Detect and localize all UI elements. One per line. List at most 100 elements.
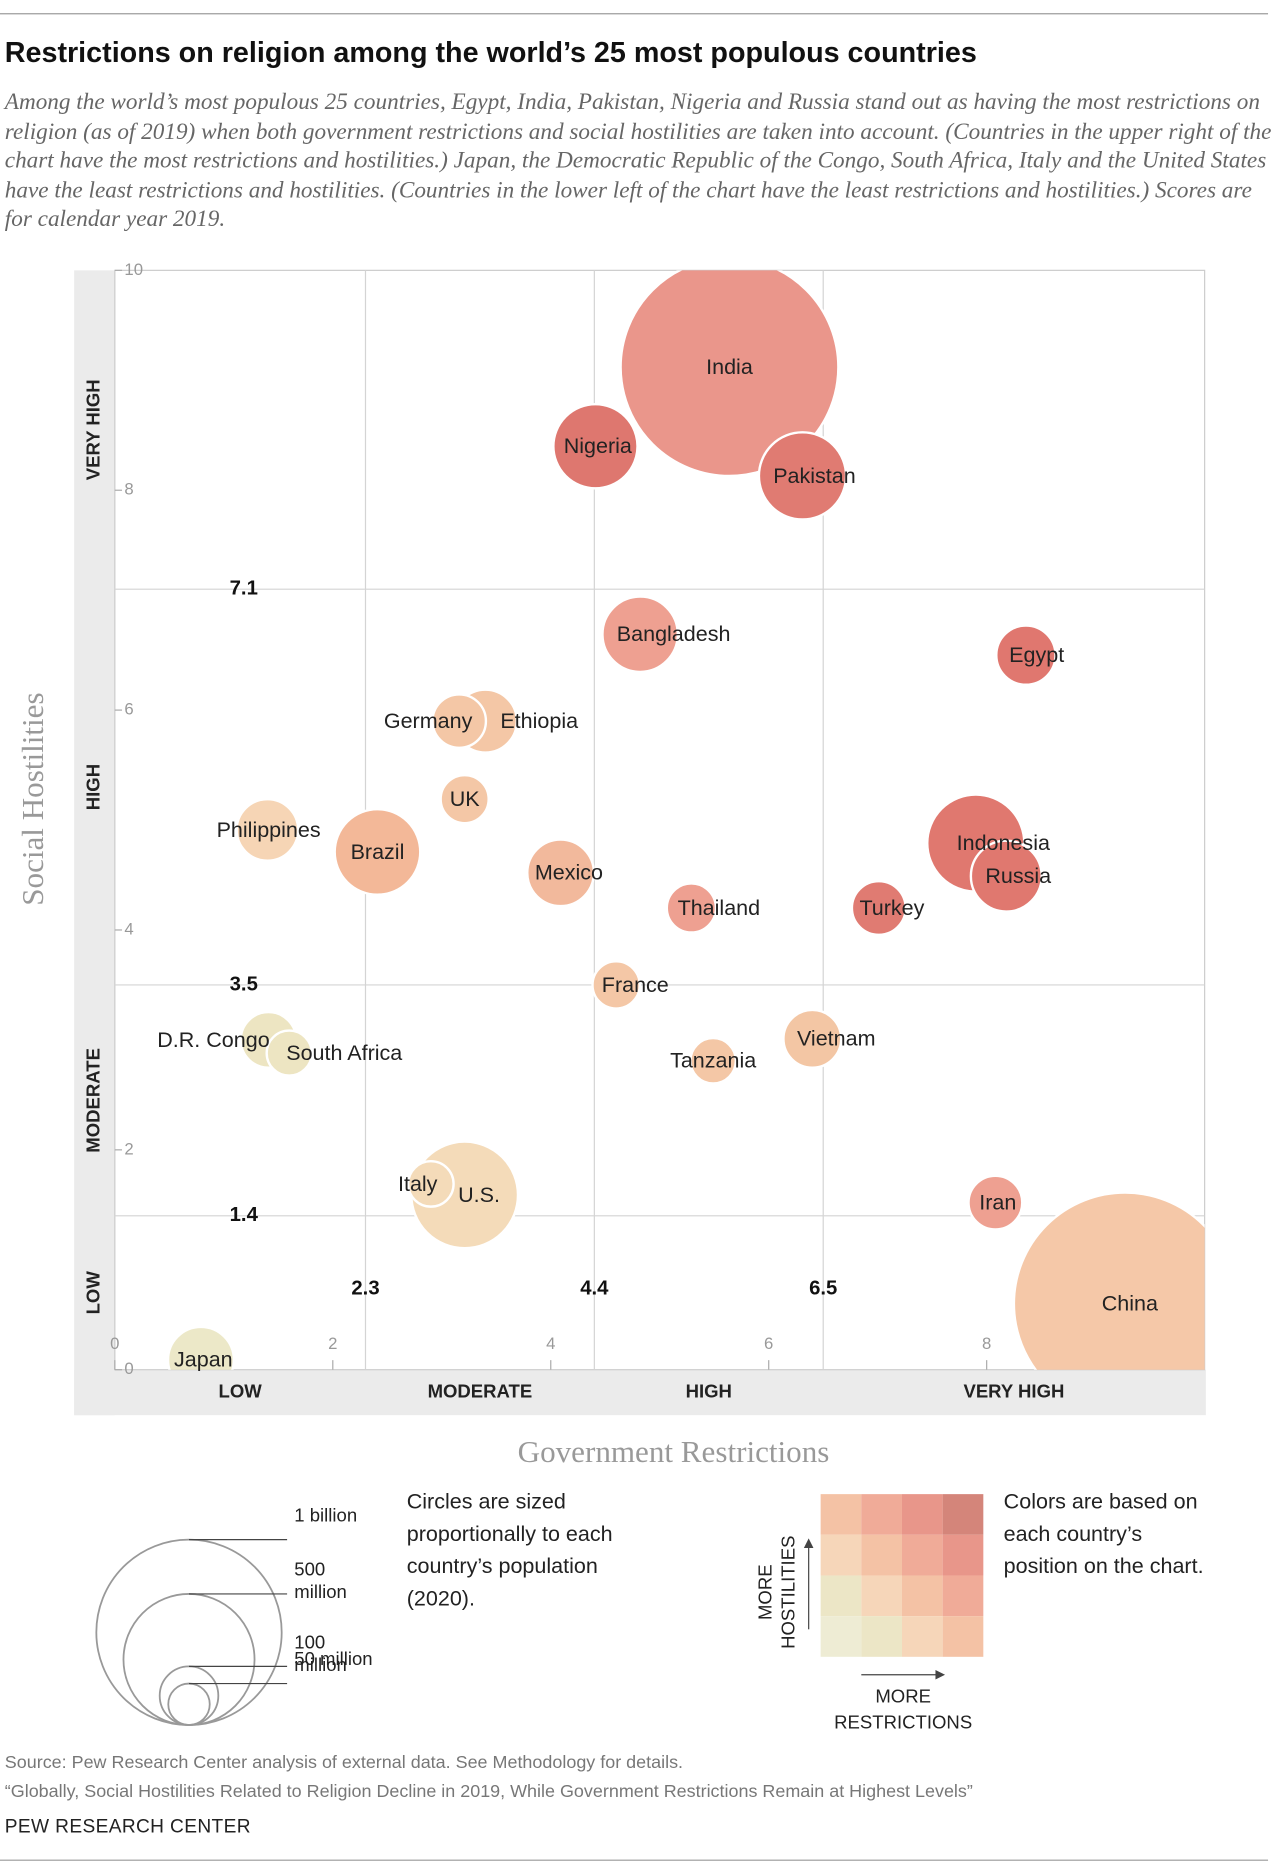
bubble-label: South Africa [286, 1041, 402, 1065]
bubble-label: India [706, 355, 753, 379]
arrow-head [935, 1669, 946, 1680]
bubble [969, 839, 1043, 913]
bubbles [166, 270, 1205, 1370]
color-cell [942, 1575, 984, 1617]
x-band-label: LOW [219, 1380, 263, 1401]
threshold-label: 1.4 [230, 1204, 259, 1226]
bubble-label: Egypt [1009, 643, 1064, 667]
bubble-label: Vietnam [797, 1027, 876, 1051]
bubble-label: U.S. [458, 1183, 500, 1207]
color-cell [901, 1534, 943, 1576]
bubble-label: Nigeria [564, 434, 632, 458]
bubble-label: Philippines [217, 818, 321, 842]
x-tick-label: 4 [546, 1334, 555, 1353]
color-cell [901, 1575, 943, 1617]
bubble-label: Tanzania [670, 1049, 756, 1073]
bubble-label: Japan [174, 1348, 233, 1372]
bubble [665, 882, 718, 934]
bubble-label: Russia [985, 864, 1051, 888]
y-band-label: LOW [82, 1271, 103, 1315]
color-cell [861, 1534, 902, 1576]
color-cell [820, 1494, 862, 1535]
color-legend-grid [820, 1494, 984, 1657]
color-cell [861, 1575, 902, 1617]
threshold-label: 4.4 [580, 1278, 609, 1300]
credit: PEW RESEARCH CENTER [4, 1817, 251, 1838]
bubble [439, 773, 490, 825]
size-legend [95, 1538, 288, 1726]
chart-title: Restrictions on religion among the world… [4, 37, 977, 70]
color-cell [901, 1616, 943, 1657]
color-cell [820, 1534, 862, 1576]
bubble [591, 960, 641, 1010]
bubble-label: UK [450, 787, 481, 811]
source: Source: Pew Research Center analysis of … [4, 1752, 684, 1773]
size-legend-circle [122, 1593, 256, 1726]
grid: 0 2 4 6 8 10 0 2 4 6 8 [110, 260, 1205, 1378]
threshold-label: 7.1 [230, 578, 258, 600]
y-band-label: VERY HIGH [82, 379, 103, 480]
y-tick-label: 8 [124, 480, 133, 499]
color-cell [861, 1616, 902, 1657]
y-band-label: MODERATE [82, 1048, 103, 1153]
color-legend-text: Colors are based on each country’s posit… [1003, 1489, 1204, 1578]
y-tick-label: 10 [124, 260, 143, 279]
bubble [995, 624, 1057, 686]
x-tick-label: 2 [328, 1334, 337, 1353]
bubble-label: D.R. Congo [157, 1028, 269, 1052]
threshold-label: 6.5 [809, 1278, 837, 1300]
footnote: “Globally, Social Hostilities Related to… [4, 1781, 973, 1802]
x-band-label: VERY HIGH [963, 1380, 1064, 1401]
bubble [757, 431, 848, 521]
bubble [1012, 1191, 1205, 1370]
threshold-label: 3.5 [230, 973, 258, 995]
bubble-label: Ethiopia [500, 709, 578, 733]
x-band-label: HIGH [686, 1380, 732, 1401]
size-legend-label: 100 million [294, 1632, 347, 1676]
size-legend-label: 500 million [294, 1560, 347, 1604]
bubble [782, 1008, 843, 1069]
bubble-label: Iran [979, 1190, 1016, 1214]
bubble [689, 1036, 738, 1085]
x-tick-label: 0 [110, 1334, 119, 1353]
y-tick-label: 0 [124, 1359, 133, 1378]
bubble [552, 402, 639, 490]
y-axis-title: Social Hostilities [15, 692, 50, 905]
bubble [526, 838, 596, 908]
color-cell [942, 1616, 984, 1657]
bubble-label: Indonesia [957, 831, 1050, 855]
size-legend-label: 50 million [294, 1650, 373, 1671]
top-rule [0, 13, 1269, 15]
bubble-label: Brazil [351, 840, 405, 864]
bubble [265, 1029, 313, 1077]
color-cell [861, 1494, 902, 1535]
size-legend-circle [167, 1682, 211, 1726]
bubble [967, 1174, 1024, 1231]
x-tick-label: 6 [764, 1334, 773, 1353]
bubble-label: Turkey [859, 896, 924, 920]
bubble-label: Thailand [678, 896, 761, 920]
bubble-label: Germany [384, 709, 473, 733]
bubble [601, 595, 679, 674]
color-cell [820, 1575, 862, 1617]
y-band-strip [74, 270, 115, 1416]
bubble-label: France [602, 973, 669, 997]
y-tick-label: 6 [124, 700, 133, 719]
threshold-label: 2.3 [351, 1278, 379, 1300]
bubble [333, 807, 422, 896]
color-legend-x-label: MORE RESTRICTIONS [834, 1686, 973, 1734]
size-legend-circle [95, 1538, 283, 1726]
x-axis-title: Government Restrictions [518, 1434, 830, 1469]
bubble [235, 797, 300, 862]
color-legend-y-label: MORE HOSTILITIES [756, 1535, 800, 1649]
y-tick-label: 2 [124, 1139, 133, 1158]
x-band-strip [74, 1369, 1206, 1416]
bubble [431, 693, 488, 749]
bubble [406, 1160, 455, 1208]
color-cell [901, 1494, 943, 1535]
color-cell [820, 1616, 862, 1657]
x-tick-label: 8 [982, 1334, 991, 1353]
color-cell [942, 1494, 984, 1535]
bubble-label: Pakistan [773, 464, 856, 488]
